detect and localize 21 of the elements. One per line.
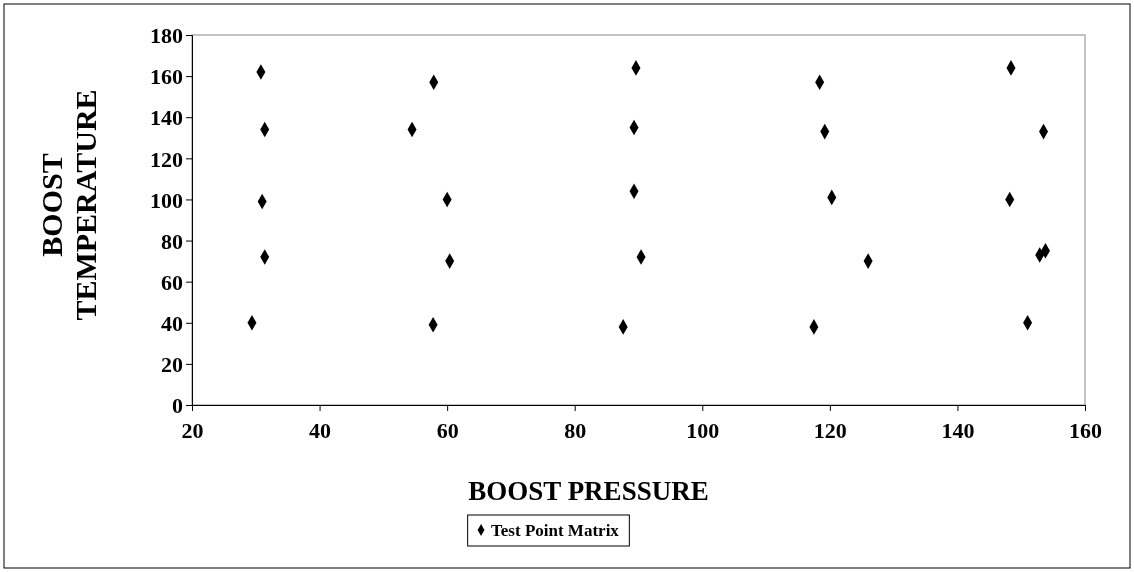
y-tick-label: 180: [150, 23, 183, 49]
y-tick-label: 0: [172, 393, 183, 419]
y-tick-label: 20: [161, 352, 183, 378]
y-tick-label: 80: [161, 228, 183, 254]
y-tick-label: 40: [161, 310, 183, 336]
y-tick-label: 120: [150, 146, 183, 172]
legend-label: Test Point Matrix: [491, 521, 620, 540]
x-axis-title: BOOST PRESSURE: [468, 476, 709, 506]
y-tick-label: 100: [150, 187, 183, 213]
x-tick-label: 160: [1069, 418, 1102, 444]
x-tick-label: 60: [436, 418, 459, 444]
x-tick-label: 40: [309, 418, 332, 444]
x-tick-label: 120: [813, 418, 847, 444]
y-tick-label: 60: [161, 269, 183, 295]
x-tick-label: 20: [181, 418, 204, 444]
y-tick-label: 140: [150, 105, 183, 131]
y-axis-title: BOOST TEMPERATURE: [35, 89, 102, 321]
x-tick-label: 140: [941, 418, 975, 444]
x-tick-label: 80: [564, 418, 587, 444]
y-tick-label: 160: [150, 64, 183, 90]
x-tick-label: 100: [686, 418, 720, 444]
